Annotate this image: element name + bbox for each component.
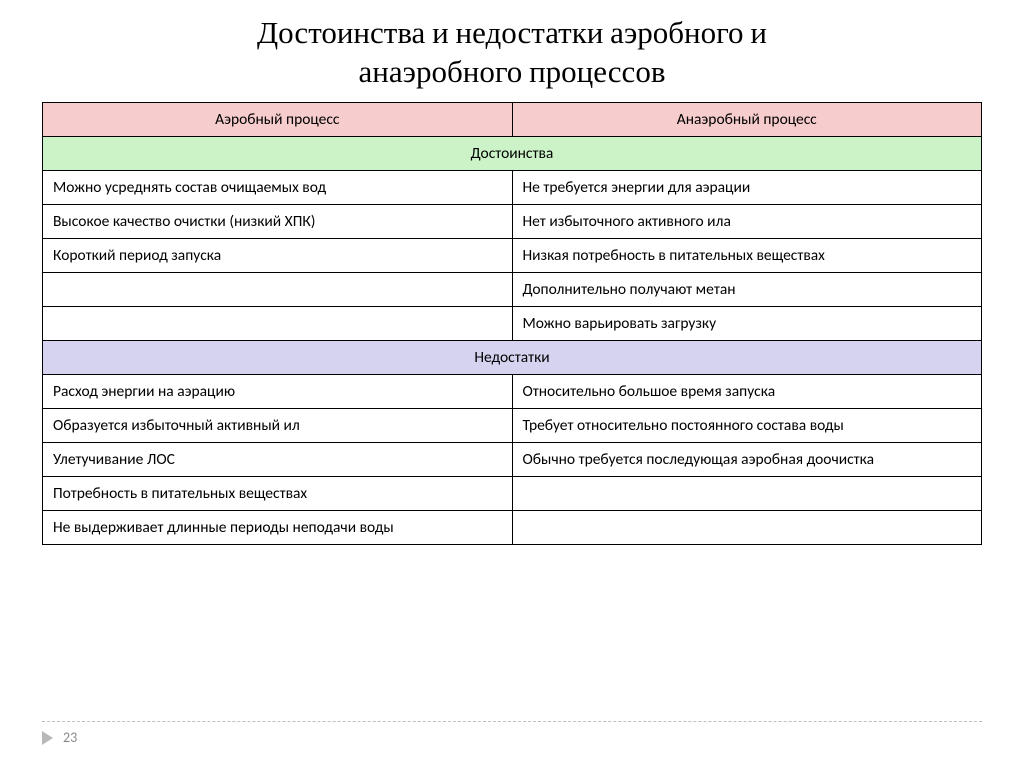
adv-left [43, 306, 513, 340]
dis-left: Не выдерживает длинные периоды неподачи … [43, 510, 513, 544]
table-row: Короткий период запуска Низкая потребнос… [43, 238, 982, 272]
header-anaerobic: Анаэробный процесс [512, 102, 982, 136]
title-line1: Достоинства и недостатки аэробного и [257, 15, 767, 51]
dis-right: Относительно большое время запуска [512, 374, 982, 408]
dis-left: Потребность в питательных веществах [43, 476, 513, 510]
table-row: Можно варьировать загрузку [43, 306, 982, 340]
adv-left: Короткий период запуска [43, 238, 513, 272]
footer-divider [42, 721, 982, 722]
table-row: Расход энергии на аэрацию Относительно б… [43, 374, 982, 408]
title-line2: анаэробного процессов [359, 54, 666, 90]
adv-right: Низкая потребность в питательных веществ… [512, 238, 982, 272]
comparison-table: Аэробный процесс Анаэробный процесс Дост… [42, 102, 982, 545]
table-row: Улетучивание ЛОС Обычно требуется послед… [43, 442, 982, 476]
table-row: Можно усреднять состав очищаемых вод Не … [43, 170, 982, 204]
adv-right: Нет избыточного активного ила [512, 204, 982, 238]
page-number: 23 [63, 729, 77, 746]
table-row: Не выдерживает длинные периоды неподачи … [43, 510, 982, 544]
dis-right [512, 510, 982, 544]
table-header-row: Аэробный процесс Анаэробный процесс [43, 102, 982, 136]
dis-right [512, 476, 982, 510]
header-aerobic: Аэробный процесс [43, 102, 513, 136]
adv-left: Высокое качество очистки (низкий ХПК) [43, 204, 513, 238]
dis-left: Образуется избыточный активный ил [43, 408, 513, 442]
dis-right: Обычно требуется последующая аэробная до… [512, 442, 982, 476]
table-row: Образуется избыточный активный ил Требуе… [43, 408, 982, 442]
arrow-right-icon [42, 731, 53, 745]
adv-right: Можно варьировать загрузку [512, 306, 982, 340]
dis-left: Расход энергии на аэрацию [43, 374, 513, 408]
adv-right: Не требуется энергии для аэрации [512, 170, 982, 204]
dis-right: Требует относительно постоянного состава… [512, 408, 982, 442]
advantages-section-row: Достоинства [43, 136, 982, 170]
table-row: Дополнительно получают метан [43, 272, 982, 306]
adv-left [43, 272, 513, 306]
adv-left: Можно усреднять состав очищаемых вод [43, 170, 513, 204]
table-row: Потребность в питательных веществах [43, 476, 982, 510]
slide-footer: 23 [42, 729, 77, 746]
adv-right: Дополнительно получают метан [512, 272, 982, 306]
table-row: Высокое качество очистки (низкий ХПК) Не… [43, 204, 982, 238]
disadvantages-section-row: Недостатки [43, 340, 982, 374]
disadvantages-label: Недостатки [43, 340, 982, 374]
advantages-label: Достоинства [43, 136, 982, 170]
page-title: Достоинства и недостатки аэробного и ана… [0, 0, 1024, 102]
dis-left: Улетучивание ЛОС [43, 442, 513, 476]
